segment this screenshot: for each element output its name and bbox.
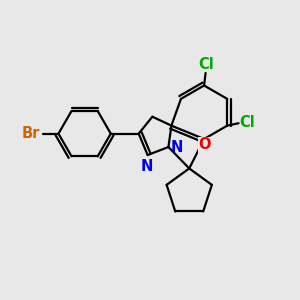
Text: N: N	[141, 159, 153, 174]
Text: O: O	[198, 137, 211, 152]
Text: N: N	[170, 140, 183, 154]
Text: Br: Br	[22, 126, 40, 141]
Text: Cl: Cl	[240, 116, 256, 130]
Text: Cl: Cl	[198, 57, 214, 72]
